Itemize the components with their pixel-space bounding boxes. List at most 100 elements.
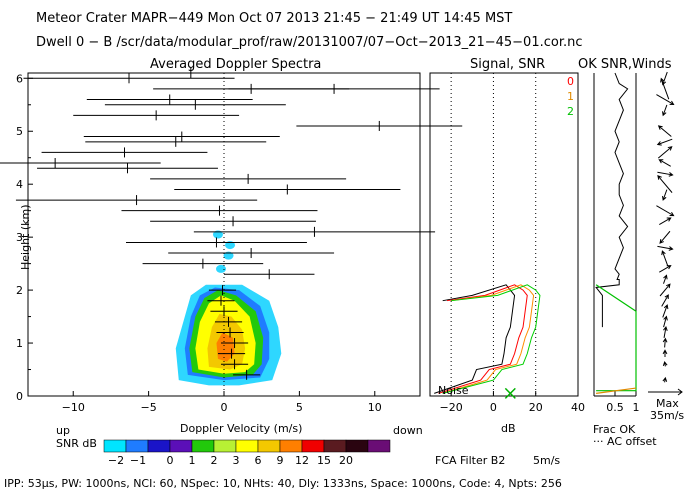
wind-arrow — [661, 250, 669, 266]
wind-arrow — [658, 159, 671, 167]
wind-arrow — [660, 77, 670, 100]
signal-frame — [429, 72, 579, 397]
echo-fragment — [225, 241, 236, 250]
y-tick-label: 3 — [16, 231, 23, 244]
snr-series-2 — [442, 284, 535, 394]
signal-snr-panel: −20 0 20 40 — [429, 72, 585, 414]
title-line: Meteor Crater MAPR−449 Mon Oct 07 2013 2… — [36, 11, 513, 26]
y-tick-label: 6 — [16, 72, 23, 85]
frac-x-tick-label: 1 — [633, 401, 640, 414]
colorbar-tick-label: 0 — [167, 454, 174, 467]
echo-fragment — [223, 251, 234, 260]
frac-x-tick-label: 0.5 — [606, 401, 624, 414]
wind-arrow — [657, 171, 674, 177]
frac-ok-line — [595, 72, 629, 328]
x-tick-label: 5 — [296, 401, 303, 414]
wind-arrow — [657, 245, 674, 251]
colorbar-cell — [213, 439, 237, 453]
wind-arrow — [662, 349, 668, 357]
db-label: dB — [501, 422, 516, 435]
fca-filter-label: FCA Filter B2 — [435, 454, 506, 467]
frac-ok-gate-1 — [596, 387, 637, 394]
wind-arrow — [662, 104, 668, 117]
colorbar-tick-label: −2 — [108, 454, 124, 467]
ok-snr-winds-panel: 0.5 1 — [593, 71, 683, 414]
ok-snr-winds-title: OK SNR,Winds — [578, 57, 672, 72]
echo-fragment — [215, 264, 226, 273]
up-label: up — [56, 424, 70, 437]
wind-arrow — [659, 283, 671, 297]
snr-series-0 — [434, 284, 516, 394]
wind-arrow — [659, 265, 672, 273]
colorbar-tick-label: −1 — [130, 454, 146, 467]
max-wind-arrow — [648, 388, 683, 396]
colorbar-cell — [279, 439, 303, 453]
wind-arrow — [663, 326, 668, 338]
colorbar-tick-label: 20 — [339, 454, 353, 467]
max-wind-label: 35m/s — [650, 409, 685, 422]
colorbar-cell — [147, 439, 171, 453]
wind-arrow — [661, 294, 669, 307]
wind-arrow — [657, 174, 673, 193]
wind-arrow — [657, 125, 672, 137]
colorbar-cell — [169, 439, 193, 453]
colorbar-cell — [103, 439, 127, 453]
legend-0: 0 — [567, 75, 574, 88]
colorbar-cell — [235, 439, 259, 453]
colorbar-cell — [323, 439, 347, 453]
colorbar-tick-label: 15 — [317, 454, 331, 467]
x-tick-label: 10 — [368, 401, 382, 414]
signal-x-tick-label: 40 — [571, 401, 585, 414]
wind-arrow — [659, 217, 672, 225]
x-tick-label: 0 — [221, 401, 228, 414]
colorbar-label: SNR dB — [56, 437, 97, 450]
y-tick-label: 0 — [16, 390, 23, 403]
snr-series-3 — [442, 284, 541, 394]
file-path-line: Dwell 0 − B /scr/data/modular_prof/raw/2… — [36, 35, 583, 50]
wind-arrow — [659, 230, 671, 244]
wind-arrow — [657, 146, 673, 159]
echo-layer — [216, 332, 235, 362]
wind-arrow — [662, 337, 668, 348]
colorbar-cell — [345, 439, 369, 453]
x-tick-label: −10 — [62, 401, 85, 414]
x-axis-label: Doppler Velocity (m/s) — [180, 422, 303, 435]
parameters-footer: IPP: 53μs, PW: 1000ns, NCI: 60, NSpec: 1… — [4, 477, 562, 490]
echo-fragment — [212, 230, 223, 239]
colorbar-tick-label: 12 — [295, 454, 309, 467]
signal-x-tick-label: −20 — [440, 401, 463, 414]
colorbar-tick-label: 9 — [277, 454, 284, 467]
snr-series-1 — [438, 284, 528, 394]
y-tick-label: 2 — [16, 284, 23, 297]
frac-ok-label: Frac OK — [593, 423, 636, 436]
noise-marker — [504, 387, 516, 399]
colorbar-tick-label: 2 — [211, 454, 218, 467]
colorbar-tick-label: 6 — [255, 454, 262, 467]
colorbar-cell — [191, 439, 215, 453]
x-tick-label: −5 — [141, 401, 157, 414]
wind-arrow — [656, 205, 675, 217]
wind-arrow — [656, 138, 673, 146]
colorbar-cell — [367, 439, 391, 453]
snr-colorbar: −2 −1 0 1 2 3 6 9 12 15 20 — [103, 439, 391, 467]
y-tick-label: 1 — [16, 337, 23, 350]
noise-label: Noise — [438, 384, 469, 397]
fca-speed-label: 5m/s — [533, 454, 561, 467]
wind-arrow — [662, 361, 668, 367]
legend-1: 1 — [567, 90, 574, 103]
signal-x-tick-label: 0 — [490, 401, 497, 414]
wind-arrow — [662, 189, 668, 201]
signal-snr-title: Signal, SNR — [470, 57, 546, 72]
colorbar-cell — [257, 439, 281, 453]
down-label: down — [393, 424, 423, 437]
spectra-title: Averaged Doppler Spectra — [150, 57, 322, 72]
ac-offset-label: ··· AC offset — [593, 435, 657, 448]
wind-arrow — [663, 274, 668, 284]
colorbar-cell — [125, 439, 149, 453]
y-tick-label: 4 — [16, 178, 23, 191]
wind-arrow — [662, 376, 668, 383]
y-axis-label: Height (km) — [19, 204, 32, 270]
wind-arrow — [663, 315, 668, 328]
signal-x-tick-label: 20 — [529, 401, 543, 414]
